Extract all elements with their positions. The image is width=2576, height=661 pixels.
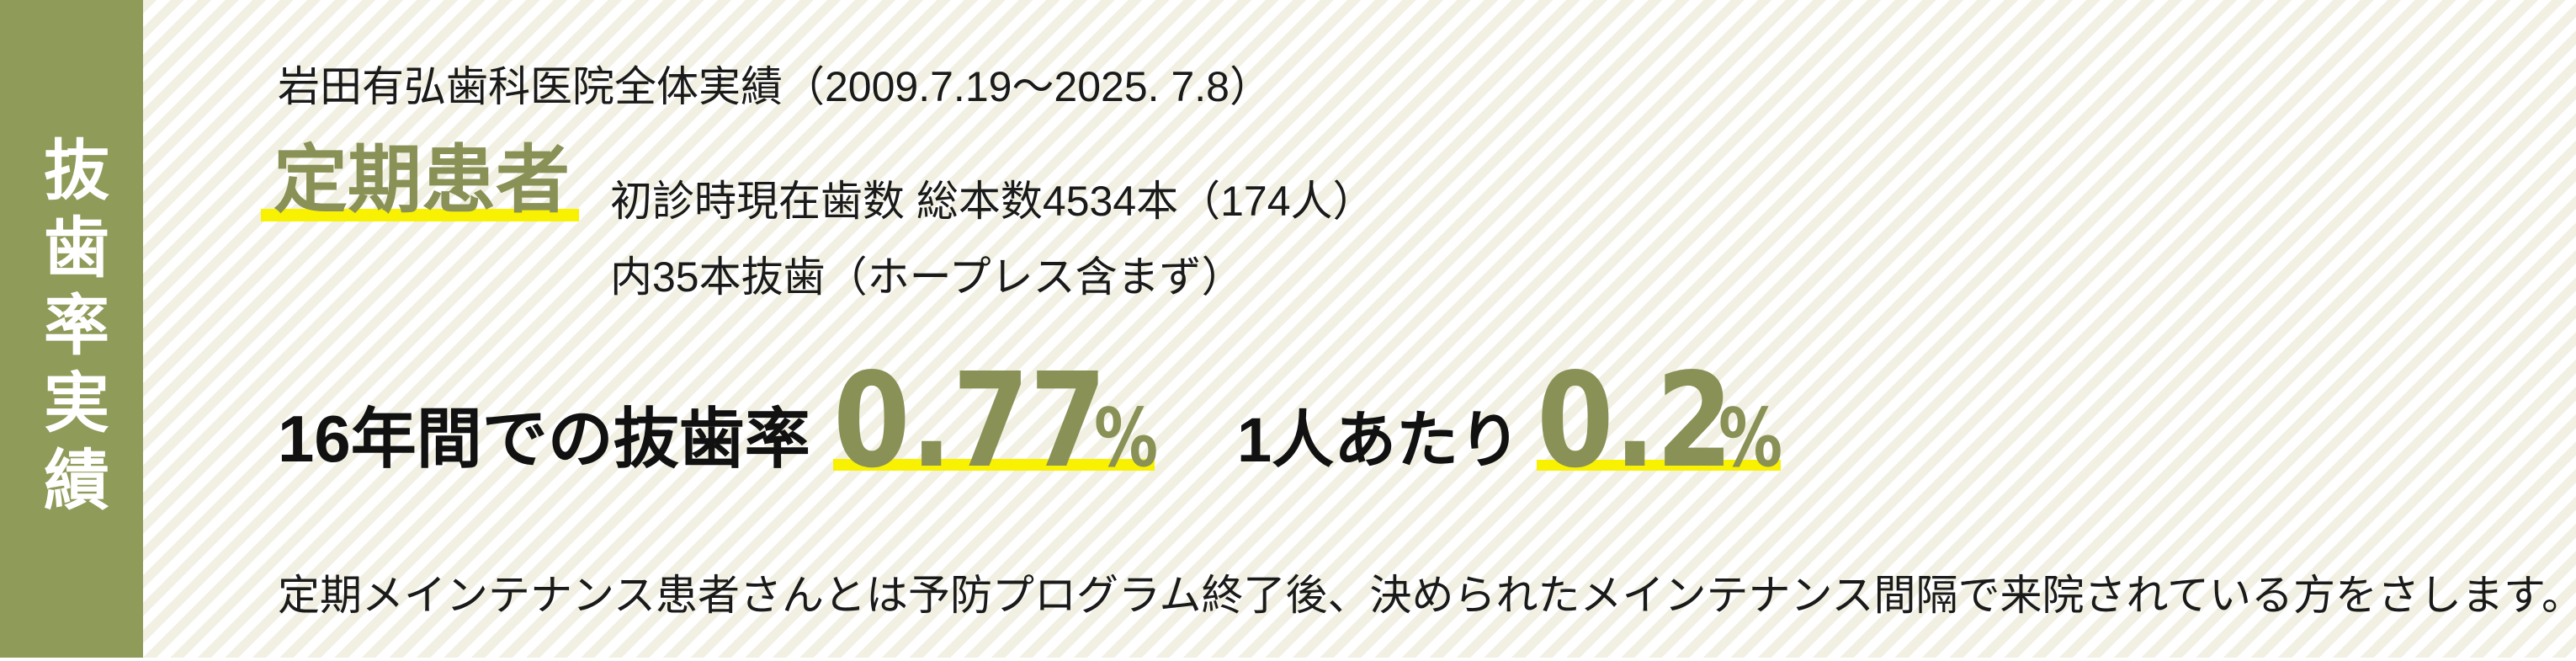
extraction-rate-value: 0.77 bbox=[833, 344, 1107, 497]
sidebar: 抜歯率実績 bbox=[0, 0, 143, 658]
clinic-scope-line: 岩田有弘歯科医院全体実績（2009.7.19〜2025. 7.8） bbox=[278, 63, 1272, 110]
teeth-count-line: 初診時現在歯数 総本数4534本（174人） bbox=[610, 178, 1375, 225]
sidebar-vertical-title: 抜歯率実績 bbox=[35, 135, 109, 523]
per-person-label: 1人あたり bbox=[1237, 405, 1522, 475]
extraction-rate-highlight-bar bbox=[833, 459, 1155, 471]
maintenance-definition-footnote: 定期メインテナンス患者さんとは予防プログラム終了後、決められたメインテナンス間隔… bbox=[278, 572, 2576, 619]
per-person-highlight-bar bbox=[1537, 460, 1781, 471]
extraction-rate-label: 16年間での抜歯率 bbox=[278, 402, 810, 476]
striped-background bbox=[143, 0, 2576, 658]
extraction-rate-percent-sign: % bbox=[1094, 392, 1159, 485]
patient-label-highlight-bar bbox=[261, 209, 579, 221]
patient-group-label: 定期患者 bbox=[274, 138, 571, 221]
extracted-count-line: 内35本抜歯（ホープレス含まず） bbox=[610, 253, 1244, 301]
per-person-value: 0.2 bbox=[1537, 344, 1734, 497]
per-person-percent-sign: % bbox=[1718, 392, 1783, 485]
